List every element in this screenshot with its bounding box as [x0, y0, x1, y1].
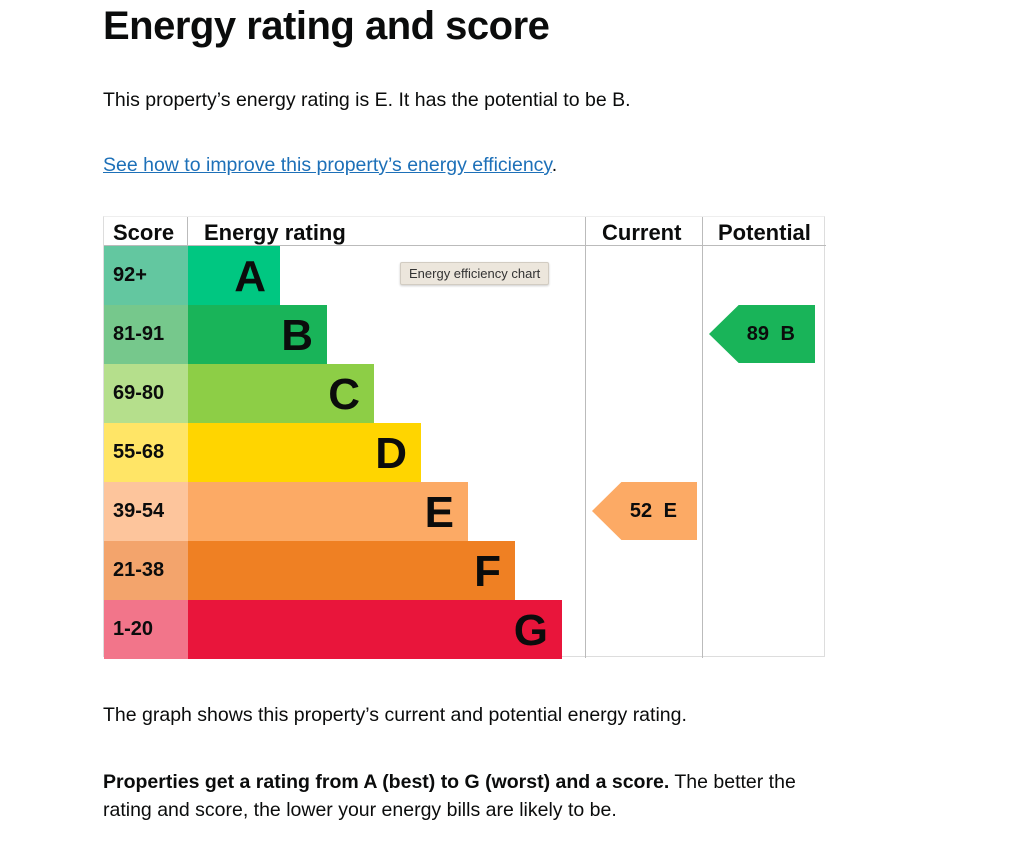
link-suffix: . [551, 154, 558, 176]
rating-bar-f: F [188, 541, 515, 600]
score-range-e: 39-54 [104, 482, 188, 541]
rating-bar-e: E [188, 482, 468, 541]
rating-summary: This property’s energy rating is E. It h… [103, 89, 631, 111]
rating-bar-a: A [188, 246, 280, 305]
divider [585, 217, 586, 658]
energy-efficiency-chart: Score Energy rating Current Potential 92… [103, 216, 826, 659]
rating-bar-d: D [188, 423, 421, 482]
graph-caption: The graph shows this property’s current … [103, 704, 687, 726]
potential-rating-arrow: 89 B [709, 305, 815, 363]
header-potential: Potential [718, 220, 811, 245]
rating-bar-b: B [188, 305, 327, 364]
divider [702, 217, 703, 658]
current-rating-arrow: 52 E [592, 482, 697, 540]
chart-tooltip: Energy efficiency chart [400, 262, 550, 285]
score-range-c: 69-80 [104, 364, 188, 423]
divider [187, 217, 188, 246]
header-current: Current [602, 220, 682, 245]
score-range-d: 55-68 [104, 423, 188, 482]
score-range-a: 92+ [104, 246, 188, 305]
header-divider [104, 245, 826, 246]
header-energy-rating: Energy rating [204, 220, 346, 245]
header-score: Score [113, 220, 175, 245]
rating-note: Properties get a rating from A (best) to… [103, 768, 833, 824]
improve-paragraph: See how to improve this property’s energ… [103, 154, 557, 177]
improve-efficiency-link[interactable]: See how to improve this property’s energ… [103, 154, 552, 176]
rating-note-rest: The better the rating and score, the low… [103, 771, 796, 821]
score-range-g: 1-20 [104, 600, 188, 659]
score-range-f: 21-38 [104, 541, 188, 600]
score-range-b: 81-91 [104, 305, 188, 364]
rating-bar-g: G [188, 600, 562, 659]
page-title: Energy rating and score [103, 4, 550, 48]
rating-bar-c: C [188, 364, 374, 423]
rating-note-bold: Properties get a rating from A (best) to… [103, 771, 670, 793]
